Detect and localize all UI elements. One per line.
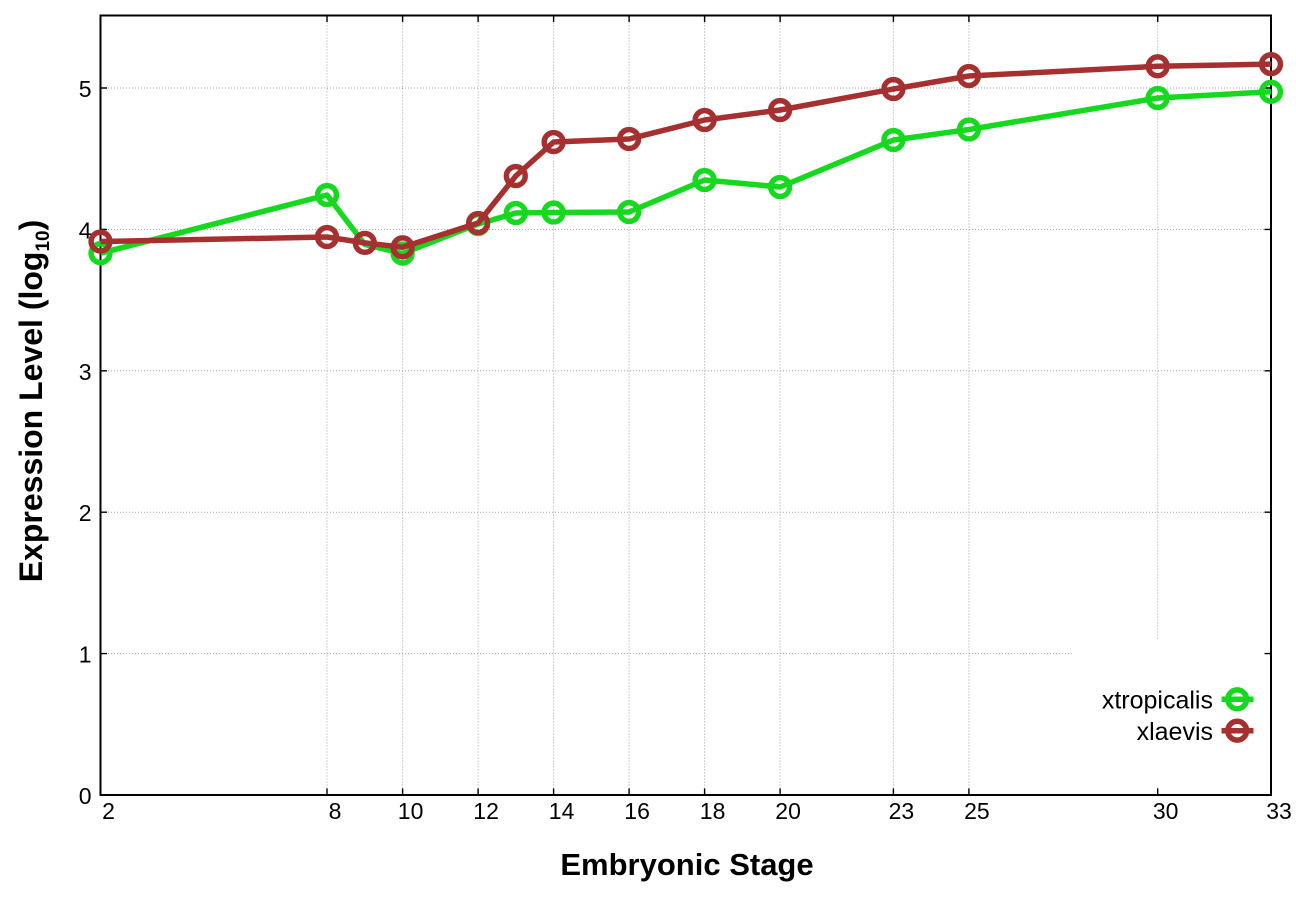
svg-text:10: 10 bbox=[398, 798, 424, 824]
svg-text:18: 18 bbox=[700, 798, 726, 824]
svg-text:3: 3 bbox=[79, 359, 92, 385]
svg-text:16: 16 bbox=[624, 798, 650, 824]
svg-text:33: 33 bbox=[1266, 798, 1292, 824]
svg-text:Embryonic Stage: Embryonic Stage bbox=[560, 847, 813, 882]
svg-text:Expression Level (log10): Expression Level (log10) bbox=[13, 220, 54, 583]
svg-text:5: 5 bbox=[79, 76, 92, 102]
svg-text:12: 12 bbox=[473, 798, 499, 824]
svg-text:1: 1 bbox=[79, 642, 92, 668]
svg-text:8: 8 bbox=[329, 798, 342, 824]
svg-text:20: 20 bbox=[775, 798, 801, 824]
svg-text:xtropicalis: xtropicalis bbox=[1102, 687, 1213, 715]
svg-text:23: 23 bbox=[889, 798, 915, 824]
svg-text:2: 2 bbox=[79, 500, 92, 526]
svg-text:30: 30 bbox=[1153, 798, 1179, 824]
svg-text:4: 4 bbox=[79, 217, 92, 243]
svg-text:xlaevis: xlaevis bbox=[1137, 718, 1213, 746]
svg-text:0: 0 bbox=[79, 783, 92, 809]
svg-text:2: 2 bbox=[102, 798, 115, 824]
svg-text:14: 14 bbox=[549, 798, 575, 824]
svg-text:25: 25 bbox=[964, 798, 990, 824]
